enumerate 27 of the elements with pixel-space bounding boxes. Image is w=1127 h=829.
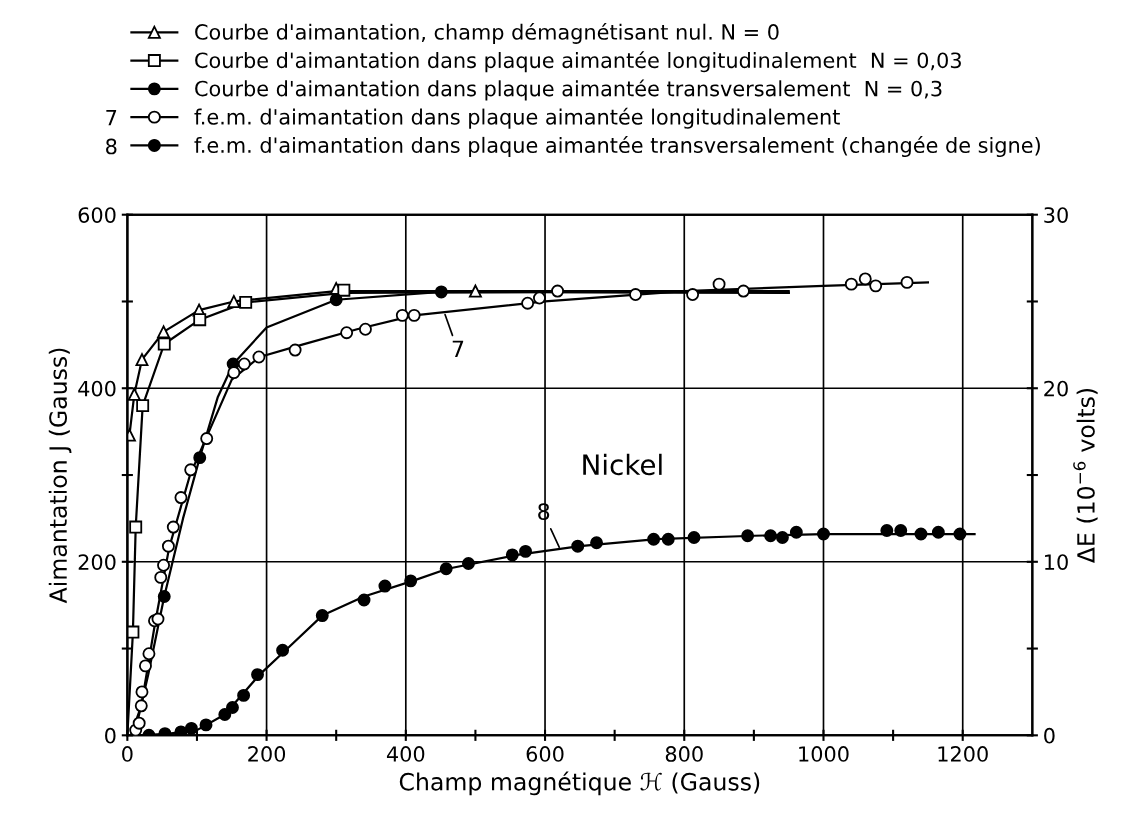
- text: 8: [106, 138, 117, 155]
- x-tick-label: 600: [526, 746, 564, 762]
- y2-tick-label: 10: [1045, 554, 1068, 570]
- y2-axis-title: ΔE (10$^{−6}$ volts): [1073, 388, 1098, 564]
- legend-label: Courbe d'aimantation dans plaque aimantée transversalement N = 0,3: [195, 79, 942, 101]
- y2-tick-label: 30: [1044, 207, 1068, 223]
- x-tick-label: 400: [386, 746, 425, 762]
- y-tick-label: 600: [78, 207, 116, 223]
- annotation: 7: [452, 340, 464, 357]
- legend-label: Courbe d'aimantation, champ démagnétisant nul. N = 0: [195, 22, 779, 44]
- x-axis-title: Champ magnétique ℋ (Gauss): [399, 771, 760, 796]
- y-tick-label: 200: [78, 554, 116, 570]
- x-tick-label: 800: [665, 746, 703, 762]
- y2-tick-label: 0: [1044, 727, 1055, 744]
- legend-label: f.e.m. d'aimantation dans plaque aimantée longitudinalement: [194, 107, 840, 129]
- y-tick-label: 400: [78, 380, 116, 397]
- legend-label: f.e.m. d'aimantation dans plaque aimantée transversalement (changée de signe): [194, 136, 1040, 158]
- legend-label: Courbe d'aimantation dans plaque aimantée longitudinalement N = 0,03: [195, 51, 961, 73]
- x-tick-label: 200: [248, 746, 286, 762]
- x-tick-label: 1200: [938, 746, 988, 762]
- x-tick-label: 1000: [799, 746, 849, 762]
- y2-tick-label: 20: [1044, 380, 1068, 397]
- y-axis-title: Aimantation J (Gauss): [48, 348, 72, 604]
- annotation: Nickel: [583, 453, 662, 476]
- y-tick-label: 0: [105, 727, 116, 744]
- text: 7: [106, 110, 117, 126]
- x-tick-label: 0: [122, 746, 133, 762]
